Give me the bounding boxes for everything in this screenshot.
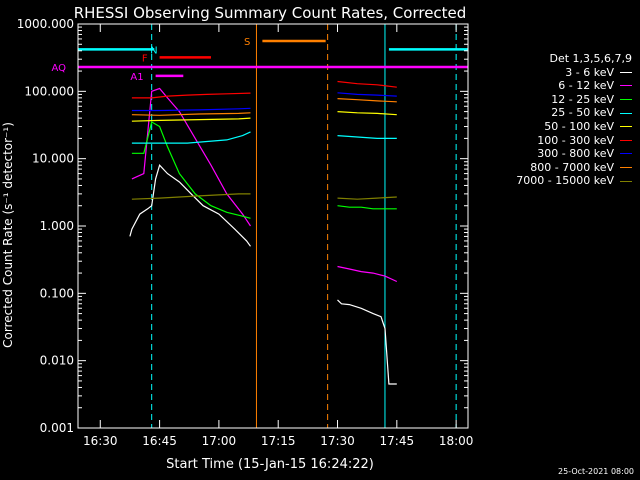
- x-axis-label: Start Time (15-Jan-15 16:24:22): [166, 457, 374, 472]
- legend-label: 100 - 300 keV: [537, 133, 614, 147]
- y-tick-label: 1.000: [40, 219, 74, 233]
- legend-title: Det 1,3,5,6,7,9: [549, 52, 632, 65]
- x-tick-label: 16:30: [83, 434, 118, 448]
- flag-label: F: [142, 53, 148, 64]
- legend-swatch: [620, 180, 632, 182]
- legend-swatch: [620, 85, 632, 87]
- legend-entry: 800 - 7000 keV: [516, 161, 632, 175]
- y-tick-label: 0.001: [40, 421, 74, 435]
- flag-label: AQ: [51, 63, 66, 74]
- legend-swatch: [620, 167, 632, 169]
- chart-title: RHESSI Observing Summary Count Rates, Co…: [74, 4, 467, 22]
- x-tick-label: 17:30: [320, 434, 355, 448]
- legend-label: 25 - 50 keV: [551, 106, 614, 120]
- series-line: [337, 92, 397, 97]
- series-line: [131, 131, 251, 144]
- series-line: [131, 112, 251, 116]
- legend-swatch: [620, 126, 632, 128]
- flag-label: A1: [130, 72, 143, 83]
- series-line: [131, 121, 251, 219]
- legend-swatch: [620, 99, 632, 101]
- series-line: [131, 193, 251, 200]
- legend-entry: 3 - 6 keV: [516, 66, 632, 80]
- series-line: [131, 117, 251, 122]
- x-tick-label: 17:45: [380, 434, 415, 448]
- y-tick-label: 1000.000: [17, 17, 74, 31]
- legend-entry: 6 - 12 keV: [516, 79, 632, 93]
- footer-date: 25-Oct-2021 08:00: [558, 467, 634, 476]
- legend-label: 3 - 6 keV: [565, 65, 614, 79]
- x-tick-label: 17:15: [261, 434, 296, 448]
- legend-entry: 7000 - 15000 keV: [516, 174, 632, 188]
- legend-swatch: [620, 153, 632, 155]
- legend-swatch: [620, 139, 632, 141]
- series-line: [337, 98, 397, 103]
- y-axis-label: Corrected Count Rate (s⁻¹ detector⁻¹): [1, 122, 15, 348]
- plot-area: NF S AQ A1: [51, 24, 468, 428]
- legend-label: 7000 - 15000 keV: [516, 174, 614, 188]
- legend-label: 50 - 100 keV: [544, 119, 614, 133]
- series-line: [131, 92, 251, 99]
- flag-label: S: [244, 37, 250, 48]
- legend-label: 800 - 7000 keV: [530, 160, 614, 174]
- y-tick-label: 10.000: [32, 152, 74, 166]
- series-line: [337, 196, 397, 200]
- legend-entry: 100 - 300 keV: [516, 134, 632, 148]
- legend-swatch: [620, 71, 632, 73]
- series-line: [337, 205, 397, 210]
- legend-label: 300 - 800 keV: [537, 147, 614, 161]
- series-line: [337, 111, 397, 116]
- x-tick-label: 16:45: [142, 434, 177, 448]
- legend-entry: 300 - 800 keV: [516, 147, 632, 161]
- legend-swatch: [620, 112, 632, 114]
- series-line: [131, 87, 251, 227]
- legend-entry: 50 - 100 keV: [516, 120, 632, 134]
- legend-rows: 3 - 6 keV 6 - 12 keV 12 - 25 keV 25 - 50 ke…: [516, 66, 632, 188]
- series-line: [337, 265, 398, 283]
- y-tick-label: 100.000: [24, 84, 74, 98]
- y-tick-label: 0.100: [40, 286, 74, 300]
- flag-label: N: [150, 45, 157, 56]
- legend-label: 6 - 12 keV: [558, 79, 614, 93]
- series-line: [129, 164, 251, 247]
- x-tick-label: 17:00: [202, 434, 237, 448]
- x-tick-label: 18:00: [439, 434, 474, 448]
- legend: Det 1,3,5,6,7,9 3 - 6 keV 6 - 12 keV 12 - …: [516, 52, 632, 188]
- series-line: [131, 107, 251, 112]
- legend-entry: 25 - 50 keV: [516, 106, 632, 120]
- series-line: [337, 135, 397, 139]
- series-line: [337, 80, 397, 88]
- axes: 0.001 0.010 0.100 1.000 10.000 100.000 1000.00…: [17, 17, 474, 448]
- legend-entry: 12 - 25 keV: [516, 93, 632, 107]
- legend-label: 12 - 25 keV: [551, 92, 614, 106]
- y-tick-label: 0.010: [40, 354, 74, 368]
- plot-frame: [77, 23, 469, 429]
- series-line: [337, 299, 397, 385]
